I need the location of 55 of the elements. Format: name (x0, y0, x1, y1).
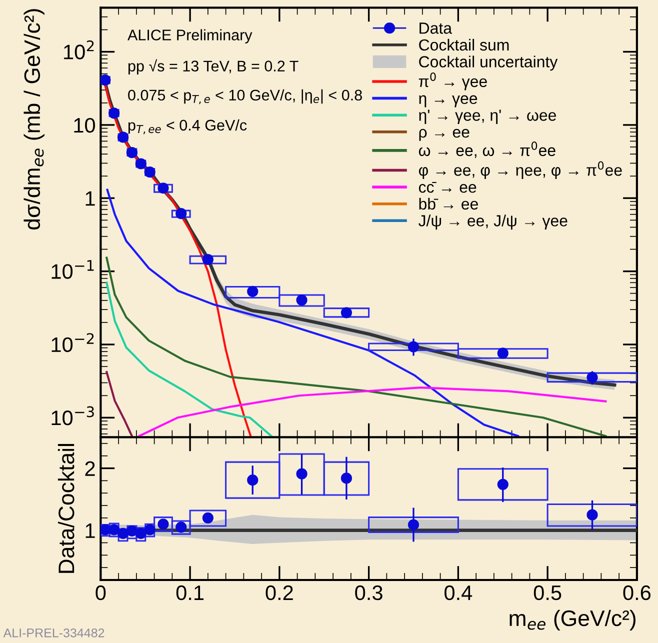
x-tick-label: 0.1 (176, 585, 204, 600)
x-tick-label: 0.3 (355, 585, 382, 600)
legend-label: cc̄ → ee (418, 182, 476, 193)
x-tick-label: 0.6 (623, 585, 651, 600)
annotation: pp √s = 13 TeV, B = 0.2 T (128, 59, 298, 75)
legend-label: Cocktail sum (419, 38, 509, 51)
point (586, 509, 598, 520)
point (586, 372, 598, 383)
line-series (106, 282, 272, 438)
x-tick-label: 0.2 (266, 585, 293, 600)
legend-label: ρ → ee (419, 128, 470, 141)
y-tick-label: 10$^{−3}$ (52, 406, 94, 426)
y-tick-label: 10 (74, 118, 95, 133)
y-tick-label: 10$^{2}$ (64, 40, 94, 60)
point (126, 525, 138, 537)
line-series (106, 371, 133, 438)
y-tick-label: 10$^{−2}$ (52, 333, 94, 352)
x-tick-label: 0 (96, 585, 106, 600)
point (296, 468, 308, 480)
point (247, 474, 258, 486)
legend-label: φ → ee, φ → ηee, φ → π$^{0}$ee (418, 161, 622, 179)
annotation: ALICE Preliminary (128, 29, 252, 44)
point (202, 254, 214, 266)
y-axis-title: dσ/dm$_{ee}$ (mb / GeV/c²) (24, 9, 44, 230)
legend-label: η → γee (419, 95, 478, 108)
point (340, 307, 352, 318)
y-tick-label: 2 (85, 461, 95, 476)
y-axis-title: Data/Cocktail (58, 444, 74, 573)
legend-label: ω → ee, ω → π$^{0}$ee (418, 141, 556, 158)
point (497, 478, 508, 490)
annotation: p$_{T,ee}$ < 0.4 GeV/c (128, 119, 247, 134)
legend-label: Data (420, 22, 452, 34)
point (135, 528, 146, 539)
legend-label: J/ψ → ee, J/ψ → γee (418, 214, 568, 230)
x-tick-label: 0.4 (444, 585, 472, 600)
point (408, 519, 420, 530)
point (117, 528, 129, 539)
y-tick-label: 1 (86, 524, 95, 538)
legend-label: Cocktail uncertainty (419, 56, 558, 71)
point (247, 286, 258, 298)
line-series (106, 256, 607, 438)
line-series (138, 386, 607, 438)
point (176, 208, 187, 220)
legend-label: π$^{0}$ → γee (418, 72, 487, 90)
y-tick-label: 1 (86, 191, 95, 206)
point (497, 348, 508, 359)
x-axis-title: m$_{ee}$ (GeV/c²) (510, 610, 636, 631)
point (408, 341, 420, 352)
text: ALI-PREL-334482 (3, 628, 104, 638)
x-tick-label: 0.5 (534, 585, 562, 600)
legend-label: η' → γee, η' → ωee (419, 110, 556, 124)
annotation: 0.075 < p$_{T,e}$ < 10 GeV/c, |η$_{e}$| < 0.8 (128, 89, 362, 104)
legend-label: bb̄ → ee (419, 198, 478, 210)
y-tick-label: 10$^{−1}$ (52, 260, 94, 279)
point (158, 182, 169, 194)
